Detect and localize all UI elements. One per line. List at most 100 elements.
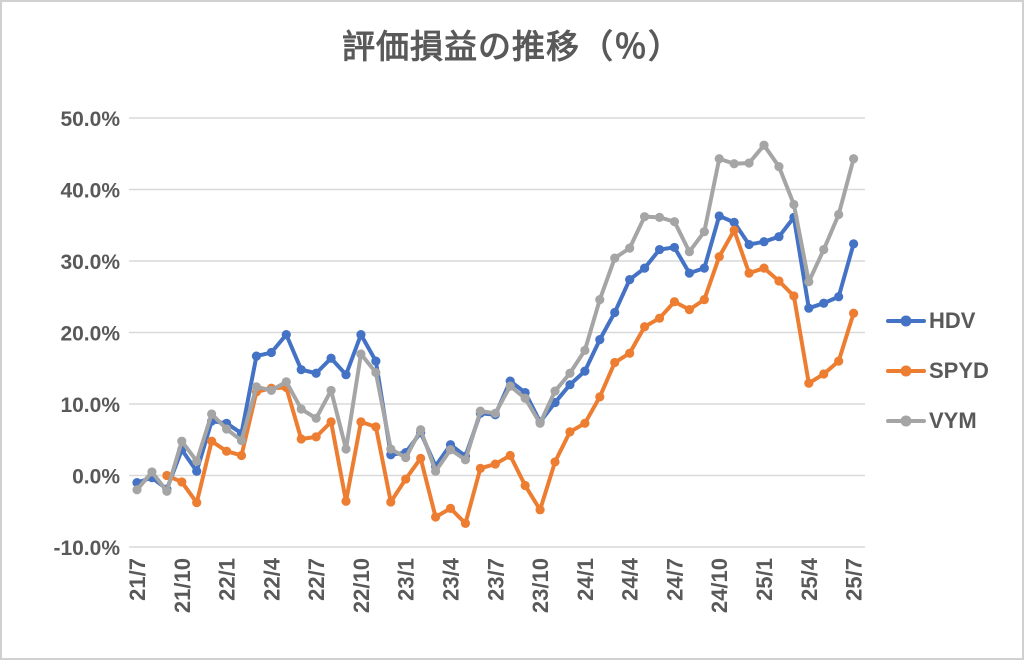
series-marker-SPYD	[326, 417, 336, 427]
y-axis-tick-label: 10.0%	[60, 394, 120, 417]
series-marker-SPYD	[625, 348, 635, 358]
series-marker-HDV	[371, 356, 381, 366]
series-marker-SPYD	[445, 503, 456, 513]
series-marker-HDV	[669, 242, 680, 253]
series-marker-HDV	[251, 351, 262, 361]
y-axis-tick-label: 50.0%	[60, 108, 120, 131]
series-marker-SPYD	[505, 450, 515, 461]
series-marker-SPYD	[550, 457, 560, 467]
series-marker-SPYD	[849, 308, 859, 318]
series-marker-SPYD	[177, 477, 187, 487]
series-marker-SPYD	[699, 295, 709, 305]
series-marker-VYM	[535, 418, 545, 428]
series-marker-VYM	[356, 349, 366, 359]
series-marker-VYM	[550, 386, 560, 396]
series-marker-SPYD	[296, 434, 306, 444]
series-marker-HDV	[774, 232, 784, 242]
series-marker-HDV	[744, 239, 754, 250]
series-marker-VYM	[714, 154, 724, 164]
series-marker-HDV	[311, 368, 321, 378]
series-marker-SPYD	[341, 496, 351, 506]
series-marker-VYM	[654, 212, 665, 222]
series-marker-VYM	[520, 393, 530, 403]
series-marker-HDV	[595, 335, 605, 345]
y-axis-tick-label: 30.0%	[60, 251, 120, 274]
series-marker-SPYD	[654, 313, 665, 323]
y-axis-tick-label: 0.0%	[72, 466, 120, 489]
series-marker-VYM	[430, 466, 441, 476]
series-marker-SPYD	[356, 417, 366, 427]
series-marker-VYM	[192, 456, 202, 466]
series-marker-VYM	[490, 408, 500, 418]
series-marker-VYM	[505, 381, 515, 391]
series-marker-HDV	[819, 298, 829, 308]
series-marker-HDV	[654, 244, 665, 255]
series-marker-VYM	[789, 199, 799, 210]
series-marker-VYM	[475, 406, 485, 416]
x-axis-tick-label: 21/10	[170, 558, 195, 613]
series-marker-VYM	[386, 444, 396, 454]
series-marker-VYM	[326, 385, 336, 396]
series-marker-HDV	[759, 237, 769, 247]
series-marker-HDV	[714, 211, 724, 221]
series-marker-SPYD	[804, 378, 814, 388]
x-axis-tick-label: 23/7	[483, 558, 508, 601]
series-marker-HDV	[341, 370, 351, 380]
x-axis-tick-label: 23/10	[528, 558, 553, 613]
series-marker-VYM	[251, 382, 262, 392]
series-marker-SPYD	[490, 459, 500, 469]
series-marker-SPYD	[371, 422, 381, 432]
legend-marker-SPYD	[886, 369, 926, 373]
series-marker-SPYD	[729, 225, 739, 235]
series-marker-VYM	[311, 413, 321, 423]
series-marker-VYM	[207, 409, 217, 419]
series-marker-HDV	[699, 263, 709, 273]
series-marker-SPYD	[207, 436, 217, 446]
legend-label: HDV	[929, 308, 976, 333]
series-marker-SPYD	[386, 497, 396, 507]
series-marker-VYM	[281, 377, 291, 387]
x-axis-tick-label: 25/1	[752, 558, 777, 601]
series-marker-SPYD	[834, 356, 844, 366]
series-marker-HDV	[565, 380, 575, 390]
series-marker-VYM	[147, 467, 157, 477]
series-marker-SPYD	[610, 357, 620, 368]
series-marker-VYM	[221, 424, 232, 434]
series-marker-SPYD	[236, 450, 247, 461]
x-axis-tick-label: 22/10	[349, 558, 374, 613]
series-marker-HDV	[639, 263, 650, 273]
series-marker-VYM	[266, 385, 276, 396]
x-axis-tick-label: 23/1	[394, 558, 419, 601]
series-marker-HDV	[192, 466, 202, 476]
series-marker-SPYD	[475, 463, 485, 473]
x-axis-tick-label: 21/7	[125, 558, 150, 601]
series-marker-VYM	[445, 445, 456, 455]
chart-title: 評価損益の推移（％）	[342, 28, 682, 65]
series-marker-VYM	[416, 425, 426, 435]
x-axis-tick-label: 25/7	[842, 558, 867, 601]
series-marker-VYM	[759, 140, 769, 150]
x-axis-tick-label: 22/4	[259, 557, 284, 601]
series-marker-HDV	[610, 307, 620, 318]
series-marker-HDV	[804, 303, 814, 313]
series-marker-VYM	[162, 486, 172, 496]
legend-marker-VYM	[886, 419, 926, 423]
series-marker-HDV	[849, 239, 859, 249]
series-marker-VYM	[729, 159, 739, 169]
series-marker-SPYD	[774, 276, 784, 286]
series-marker-VYM	[774, 162, 784, 172]
series-marker-HDV	[296, 365, 306, 375]
series-marker-VYM	[132, 485, 142, 495]
x-axis-tick-label: 23/4	[439, 557, 464, 601]
series-marker-VYM	[177, 436, 187, 446]
x-axis-tick-label: 24/4	[618, 557, 643, 601]
series-marker-VYM	[834, 209, 844, 220]
series-marker-SPYD	[192, 498, 202, 508]
series-marker-SPYD	[580, 418, 590, 428]
y-axis-tick-label: 20.0%	[60, 323, 120, 346]
series-marker-VYM	[610, 253, 620, 263]
y-axis-tick-label: -10.0%	[53, 537, 120, 560]
legend-label: VYM	[929, 408, 977, 433]
